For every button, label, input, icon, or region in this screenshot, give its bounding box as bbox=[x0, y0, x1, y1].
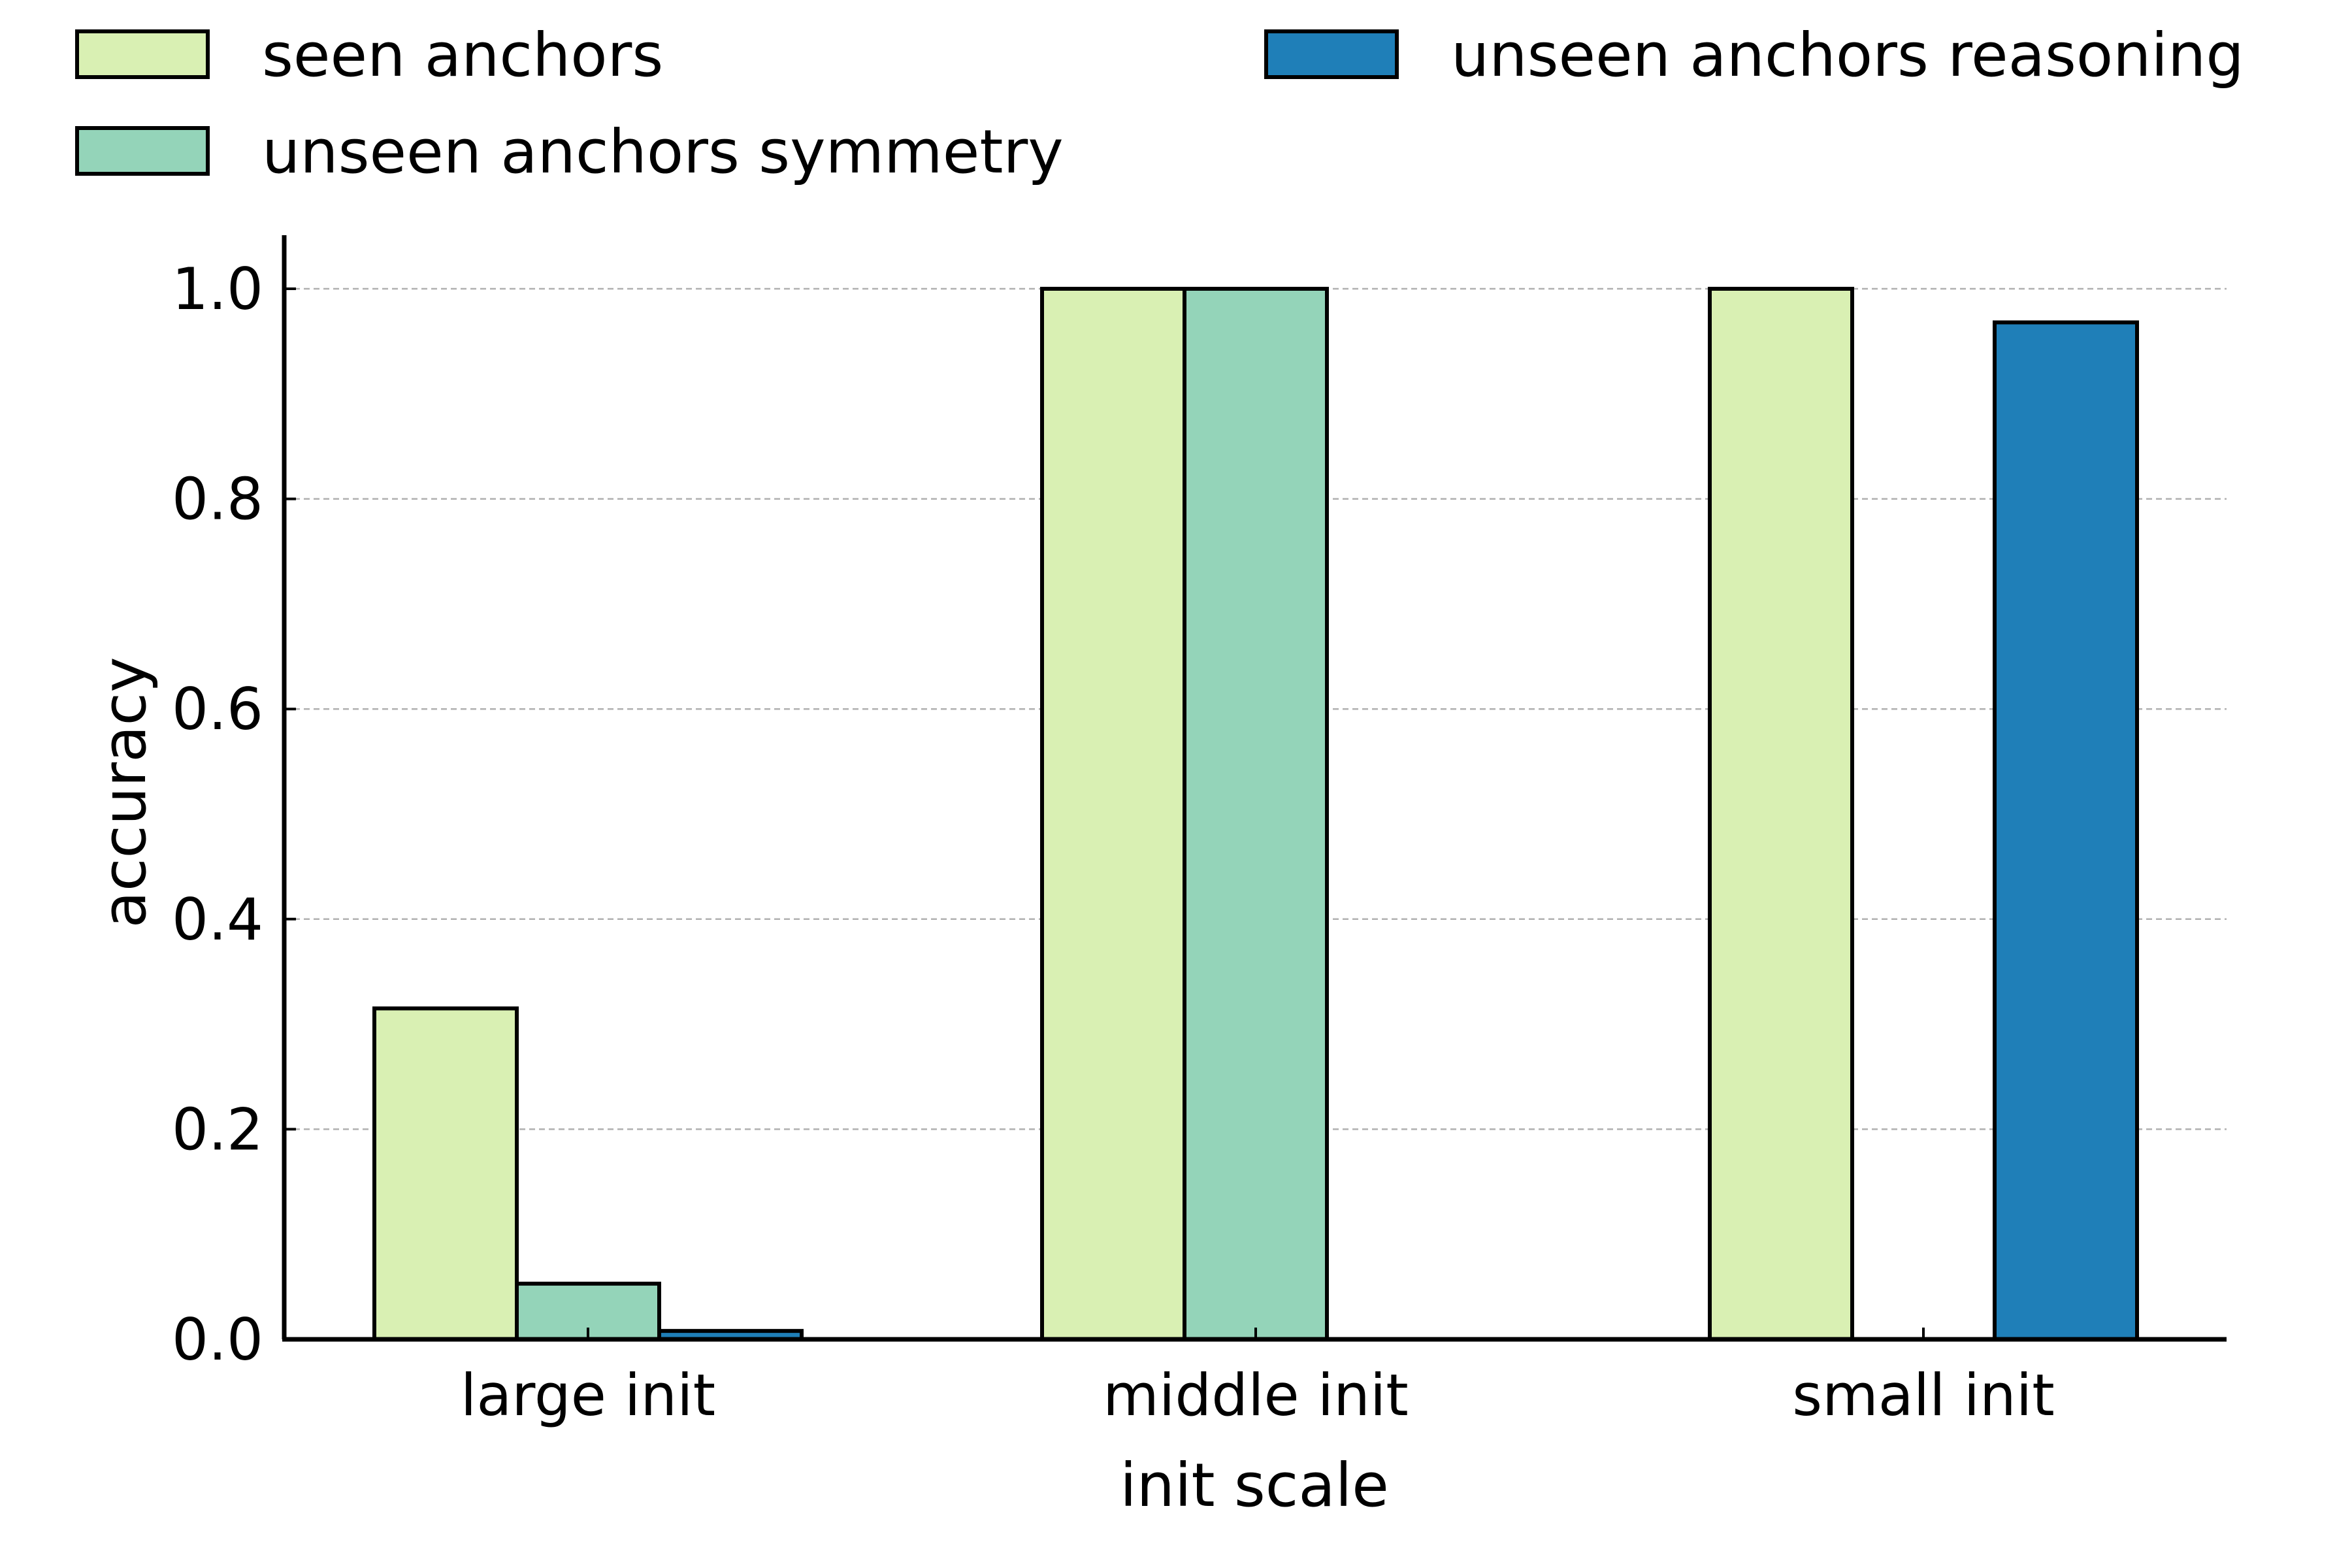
y-tick-label: 0.2 bbox=[172, 1096, 263, 1163]
legend-swatch bbox=[75, 29, 210, 79]
x-tick-label: middle init bbox=[1103, 1362, 1409, 1429]
bars bbox=[372, 287, 2139, 1341]
bar-seen-anchors bbox=[1040, 287, 1186, 1341]
y-tick-label: 0.0 bbox=[172, 1306, 263, 1373]
legend: seen anchors unseen anchors symmetry unsee… bbox=[75, 20, 2244, 187]
legend-swatch bbox=[75, 126, 210, 176]
bar-seen-anchors bbox=[1708, 287, 1854, 1341]
y-ticks: 0.0 0.2 0.4 0.6 0.8 1.0 bbox=[172, 255, 296, 1373]
legend-label: unseen anchors symmetry bbox=[262, 117, 1064, 187]
y-tick-label: 0.8 bbox=[172, 466, 263, 533]
bar-unseen-anchors-symmetry bbox=[1183, 287, 1329, 1341]
legend-swatch bbox=[1264, 29, 1399, 79]
x-ticks: large init middle init small init bbox=[461, 1328, 2055, 1429]
legend-label: seen anchors bbox=[262, 20, 663, 90]
bar-unseen-anchors-reasoning bbox=[1993, 320, 2139, 1341]
x-tick-label: large init bbox=[461, 1362, 715, 1429]
bar-seen-anchors bbox=[372, 1006, 519, 1341]
y-axis-title: accuracy bbox=[90, 657, 159, 928]
y-tick-label: 1.0 bbox=[172, 255, 263, 323]
y-tick-label: 0.4 bbox=[172, 886, 263, 953]
y-tick-label: 0.6 bbox=[172, 676, 263, 743]
x-tick-label: small init bbox=[1792, 1362, 2055, 1429]
legend-label: unseen anchors reasoning bbox=[1451, 20, 2244, 90]
x-axis-title: init scale bbox=[1120, 1450, 1389, 1520]
